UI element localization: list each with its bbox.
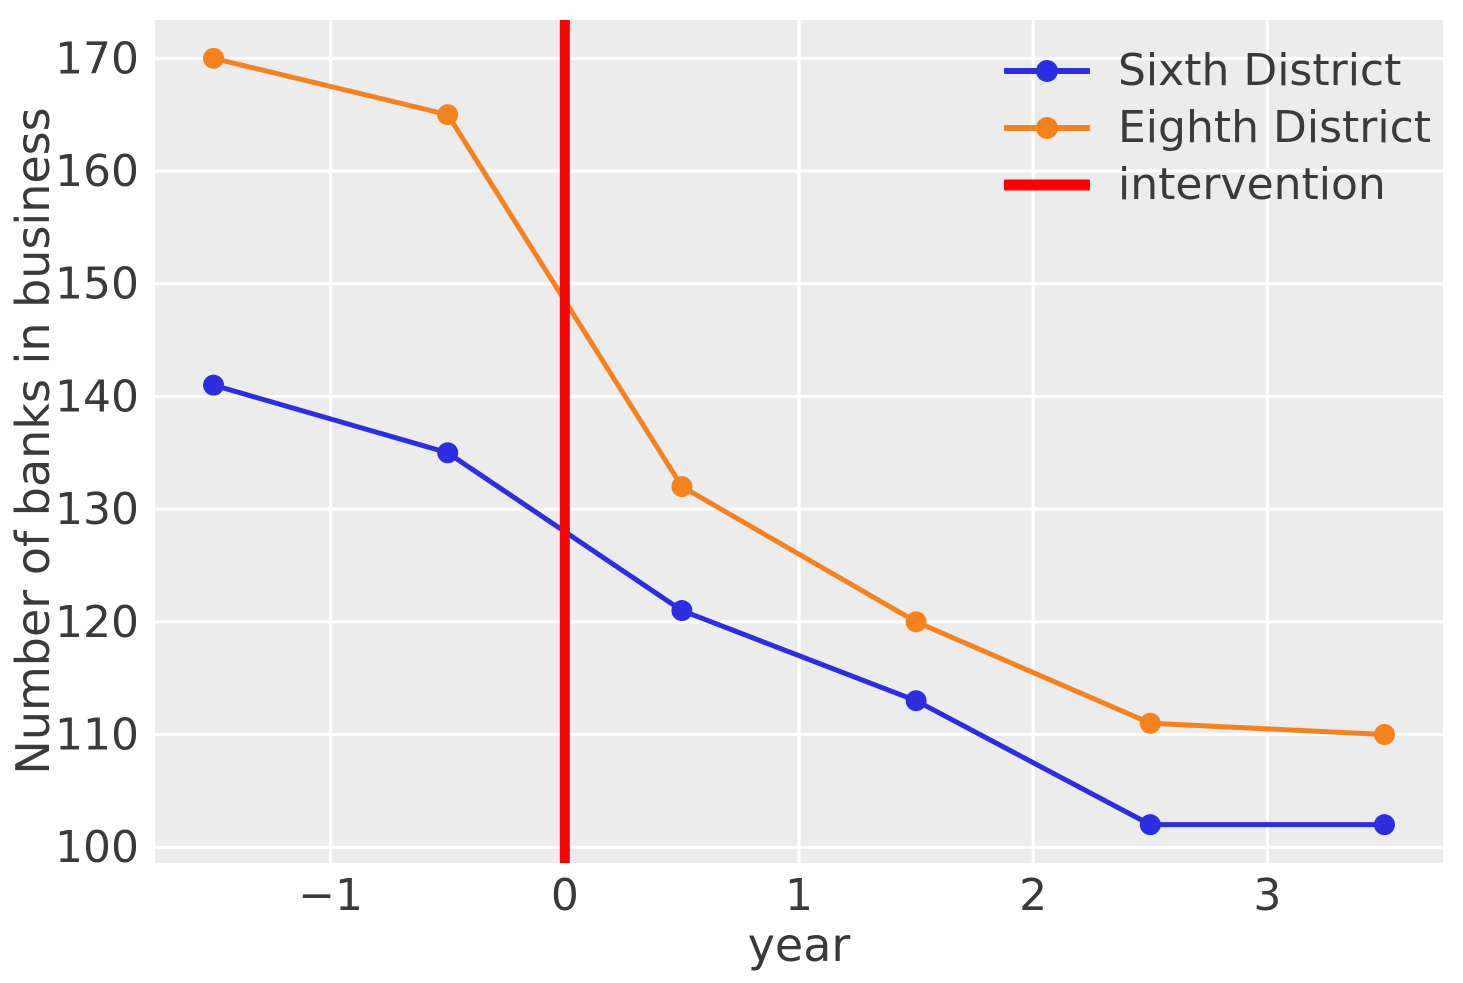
legend-line-marker-icon — [1004, 116, 1090, 140]
data-point — [1373, 724, 1395, 746]
y-tick-label: 140 — [55, 371, 139, 422]
x-axis-label: year — [748, 918, 851, 972]
legend-item-sixth-district: Sixth District — [1004, 42, 1431, 99]
data-point — [905, 611, 927, 633]
x-tick-label: −1 — [298, 870, 363, 921]
legend-line-marker-icon — [1004, 59, 1090, 83]
legend-label: Eighth District — [1118, 101, 1432, 153]
legend: Sixth District Eighth District interventio… — [1004, 42, 1431, 213]
x-tick-label: 2 — [1019, 870, 1047, 921]
data-point — [203, 374, 225, 396]
y-tick-label: 120 — [55, 597, 139, 648]
series-line-sixth-district — [211, 382, 1387, 828]
data-point — [1139, 814, 1161, 836]
data-point — [203, 47, 225, 69]
x-tick-label: 3 — [1253, 870, 1281, 921]
data-point — [671, 476, 693, 498]
legend-label: Sixth District — [1118, 44, 1402, 96]
y-tick-label: 160 — [55, 146, 139, 197]
legend-item-eighth-district: Eighth District — [1004, 99, 1431, 156]
y-tick-label: 150 — [55, 259, 139, 310]
y-tick-label: 100 — [55, 822, 139, 873]
legend-item-intervention: intervention — [1004, 156, 1431, 213]
x-tick-label: 1 — [785, 870, 813, 921]
legend-thick-line-icon — [1004, 173, 1090, 197]
data-point — [1139, 712, 1161, 734]
data-point — [905, 690, 927, 712]
y-tick-label: 110 — [55, 710, 139, 761]
data-point — [437, 104, 459, 126]
data-point — [1373, 814, 1395, 836]
y-tick-label: 130 — [55, 484, 139, 535]
y-axis-label: Number of banks in business — [6, 107, 60, 774]
data-point — [437, 442, 459, 464]
series-line-eighth-district — [211, 55, 1387, 738]
data-point — [671, 600, 693, 622]
y-tick-label: 170 — [55, 33, 139, 84]
x-tick-label: 0 — [551, 870, 579, 921]
legend-label: intervention — [1118, 158, 1386, 210]
